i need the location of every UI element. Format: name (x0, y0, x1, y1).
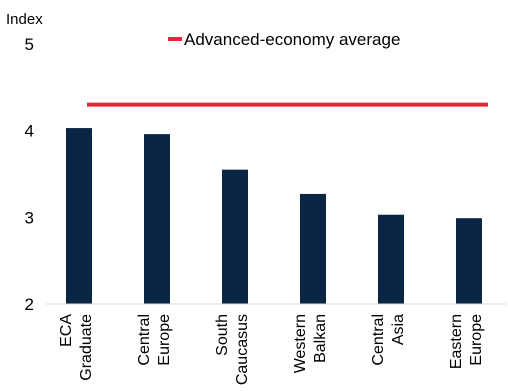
x-tick-label: Europe (156, 314, 173, 366)
x-tick-label: Western (292, 314, 309, 373)
x-tick-label: Balkan (312, 314, 329, 363)
bar (66, 128, 92, 304)
legend: Advanced-economy average (168, 30, 400, 49)
bar (300, 193, 326, 304)
bars (66, 128, 482, 304)
x-tick-label: Central (370, 314, 387, 366)
y-tick-label: 4 (25, 122, 34, 141)
legend-label: Advanced-economy average (184, 30, 400, 49)
x-tick-label: Caucasus (234, 314, 251, 385)
x-tick-label: ECA (58, 314, 75, 347)
y-tick-label: 5 (25, 35, 34, 54)
x-tick-label: South (214, 314, 231, 356)
y-axis-ticks: 2 3 4 5 (25, 35, 34, 314)
x-tick-label: Graduate (78, 314, 95, 381)
x-axis-tick-labels: ECA Graduate Central Europe South Caucasus Wes… (58, 314, 485, 385)
x-tick-label: Central (136, 314, 153, 366)
y-tick-label: 2 (25, 295, 34, 314)
x-tick-label: Asia (390, 314, 407, 345)
bar (222, 169, 248, 304)
y-axis-label: Index (6, 11, 43, 28)
bar (378, 214, 404, 304)
x-tick-label: Eastern (448, 314, 465, 369)
bar (456, 218, 482, 304)
y-tick-label: 3 (25, 208, 34, 227)
x-tick-label: Europe (468, 314, 485, 366)
bar (144, 134, 170, 304)
